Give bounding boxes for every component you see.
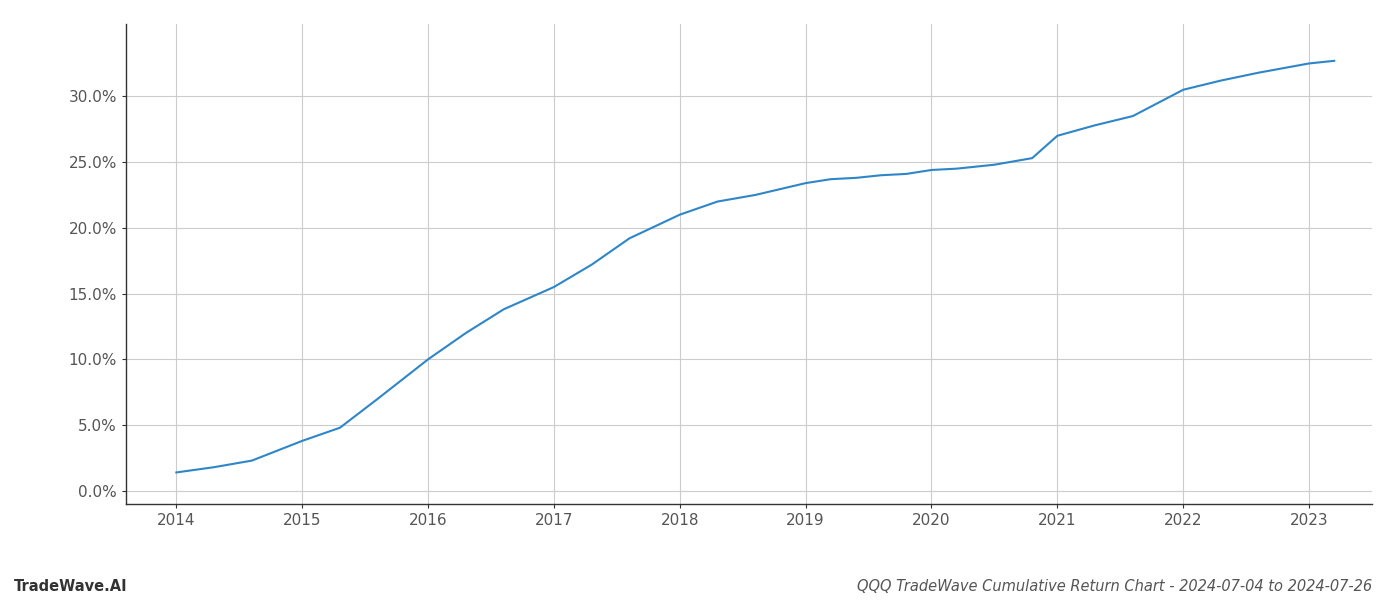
Text: QQQ TradeWave Cumulative Return Chart - 2024-07-04 to 2024-07-26: QQQ TradeWave Cumulative Return Chart - … (857, 579, 1372, 594)
Text: TradeWave.AI: TradeWave.AI (14, 579, 127, 594)
